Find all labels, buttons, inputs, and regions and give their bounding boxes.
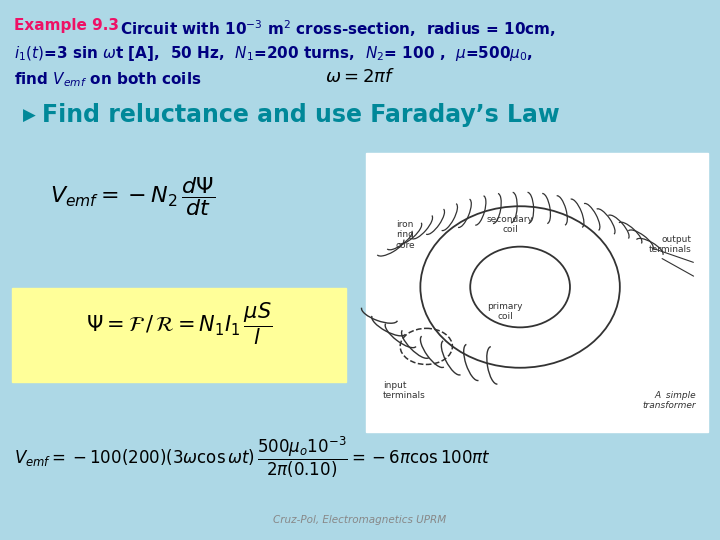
Text: $V_{emf} = -N_2\,\dfrac{d\Psi}{dt}$: $V_{emf} = -N_2\,\dfrac{d\Psi}{dt}$ xyxy=(50,175,215,218)
FancyBboxPatch shape xyxy=(366,153,708,432)
Text: $i_1(t)$=3 sin $\omega$t [A],  50 Hz,  $N_1$=200 turns,  $N_2$= 100 ,  $\mu$=500: $i_1(t)$=3 sin $\omega$t [A], 50 Hz, $N_… xyxy=(14,44,533,63)
Text: input
terminals: input terminals xyxy=(383,381,426,400)
Text: $\Psi = \mathcal{F}\,/\,\mathcal{R} = N_1 I_1\,\dfrac{\mu S}{l}$: $\Psi = \mathcal{F}\,/\,\mathcal{R} = N_… xyxy=(86,300,272,347)
Text: Circuit with 10$^{-3}$ m$^{2}$ cross-section,  radius = 10cm,: Circuit with 10$^{-3}$ m$^{2}$ cross-sec… xyxy=(120,18,556,39)
Text: $\omega = 2\pi f$: $\omega = 2\pi f$ xyxy=(325,68,395,86)
Text: Cruz-Pol, Electromagnetics UPRM: Cruz-Pol, Electromagnetics UPRM xyxy=(274,515,446,525)
Ellipse shape xyxy=(470,247,570,327)
Text: A  simple
transformer: A simple transformer xyxy=(642,390,696,410)
Text: iron
ring
core: iron ring core xyxy=(396,220,415,250)
Text: find $V_{emf}$ on both coils: find $V_{emf}$ on both coils xyxy=(14,70,202,89)
Text: Example 9.3: Example 9.3 xyxy=(14,18,119,33)
Text: output
terminals: output terminals xyxy=(648,235,691,254)
Text: Find reluctance and use Faraday’s Law: Find reluctance and use Faraday’s Law xyxy=(42,103,559,127)
Text: secondary
coil: secondary coil xyxy=(487,215,534,234)
Text: primary
coil: primary coil xyxy=(487,302,523,321)
Text: $\blacktriangleright$: $\blacktriangleright$ xyxy=(19,106,37,124)
FancyBboxPatch shape xyxy=(12,288,346,382)
Text: $V_{emf} = -100(200)(3\omega\cos\omega t)\,\dfrac{500\mu_o 10^{-3}}{2\pi(0.10)} : $V_{emf} = -100(200)(3\omega\cos\omega t… xyxy=(14,435,491,480)
